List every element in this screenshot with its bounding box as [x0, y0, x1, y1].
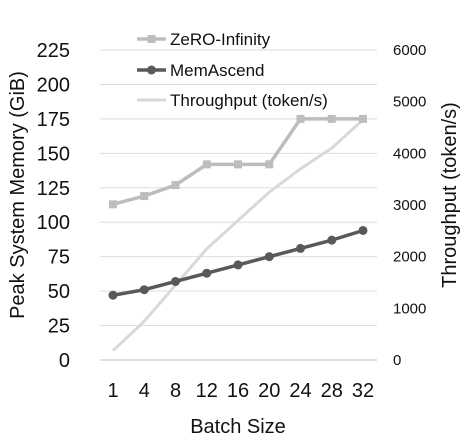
x-tick-label: 12	[196, 380, 218, 402]
legend-marker-zero-infinity	[147, 35, 156, 43]
data-point-zero-infinity	[359, 114, 367, 123]
series-line-throughput-token-s	[111, 118, 365, 352]
left-tick-label: 125	[37, 178, 70, 200]
left-axis-ticks: 0 25 50 75 100 125 150 175 200 225	[37, 40, 70, 372]
data-point-zero-infinity	[265, 160, 274, 169]
left-tick-label: 25	[48, 316, 70, 338]
left-tick-label: 0	[59, 350, 70, 372]
right-tick-label: 4000	[393, 145, 426, 162]
data-point-memascend	[139, 285, 149, 295]
data-point-zero-infinity	[327, 114, 336, 123]
data-point-memascend	[264, 252, 274, 262]
x-tick-label: 8	[170, 380, 181, 402]
right-tick-label: 3000	[393, 197, 426, 214]
series-markers	[108, 114, 368, 300]
x-tick-label: 24	[289, 380, 311, 402]
left-tick-label: 150	[37, 143, 70, 165]
data-point-zero-infinity	[109, 200, 117, 209]
data-point-zero-infinity	[171, 181, 180, 190]
left-tick-label: 175	[37, 109, 70, 131]
left-axis-title: Peak System Memory (GiB)	[7, 71, 29, 319]
data-point-zero-infinity	[140, 192, 149, 201]
right-axis-ticks: 0 1000 2000 3000 4000 5000 6000	[393, 42, 426, 369]
data-point-memascend	[171, 276, 180, 286]
legend-label-throughput-token-s: Throughput (token/s)	[170, 91, 328, 110]
x-tick-label: 4	[139, 380, 150, 402]
data-point-memascend	[358, 225, 368, 235]
right-tick-label: 2000	[393, 249, 426, 266]
x-tick-label: 28	[321, 380, 343, 402]
left-tick-label: 225	[37, 40, 70, 62]
x-tick-label: 32	[352, 380, 374, 402]
right-tick-label: 5000	[393, 94, 426, 111]
data-point-memascend	[233, 260, 243, 270]
data-point-memascend	[202, 268, 212, 278]
right-tick-label: 1000	[393, 300, 426, 317]
x-tick-label: 20	[258, 380, 280, 402]
data-point-memascend	[108, 290, 118, 300]
left-tick-label: 200	[37, 74, 70, 96]
data-point-zero-infinity	[202, 160, 211, 169]
legend-label-zero-infinity: ZeRO-Infinity	[170, 30, 271, 49]
left-tick-label: 50	[48, 281, 70, 303]
legend-marker-memascend	[147, 65, 156, 75]
left-tick-label: 75	[48, 247, 70, 269]
x-tick-label: 1	[107, 380, 118, 402]
right-tick-label: 0	[393, 352, 401, 369]
data-point-memascend	[296, 243, 305, 253]
right-tick-label: 6000	[393, 42, 426, 59]
data-point-memascend	[327, 235, 337, 245]
data-point-zero-infinity	[234, 160, 242, 169]
x-axis-ticks: 1 4 8 12 16 20 24 28 32	[107, 380, 374, 402]
legend: ZeRO-Infinity MemAscend Throughput (token/…	[137, 30, 328, 110]
x-tick-label: 16	[227, 380, 249, 402]
x-axis-title: Batch Size	[190, 416, 286, 438]
right-axis-title: Throughput (token/s)	[439, 102, 461, 288]
data-point-zero-infinity	[296, 114, 305, 123]
left-tick-label: 100	[37, 212, 70, 234]
legend-label-memascend: MemAscend	[170, 61, 264, 80]
